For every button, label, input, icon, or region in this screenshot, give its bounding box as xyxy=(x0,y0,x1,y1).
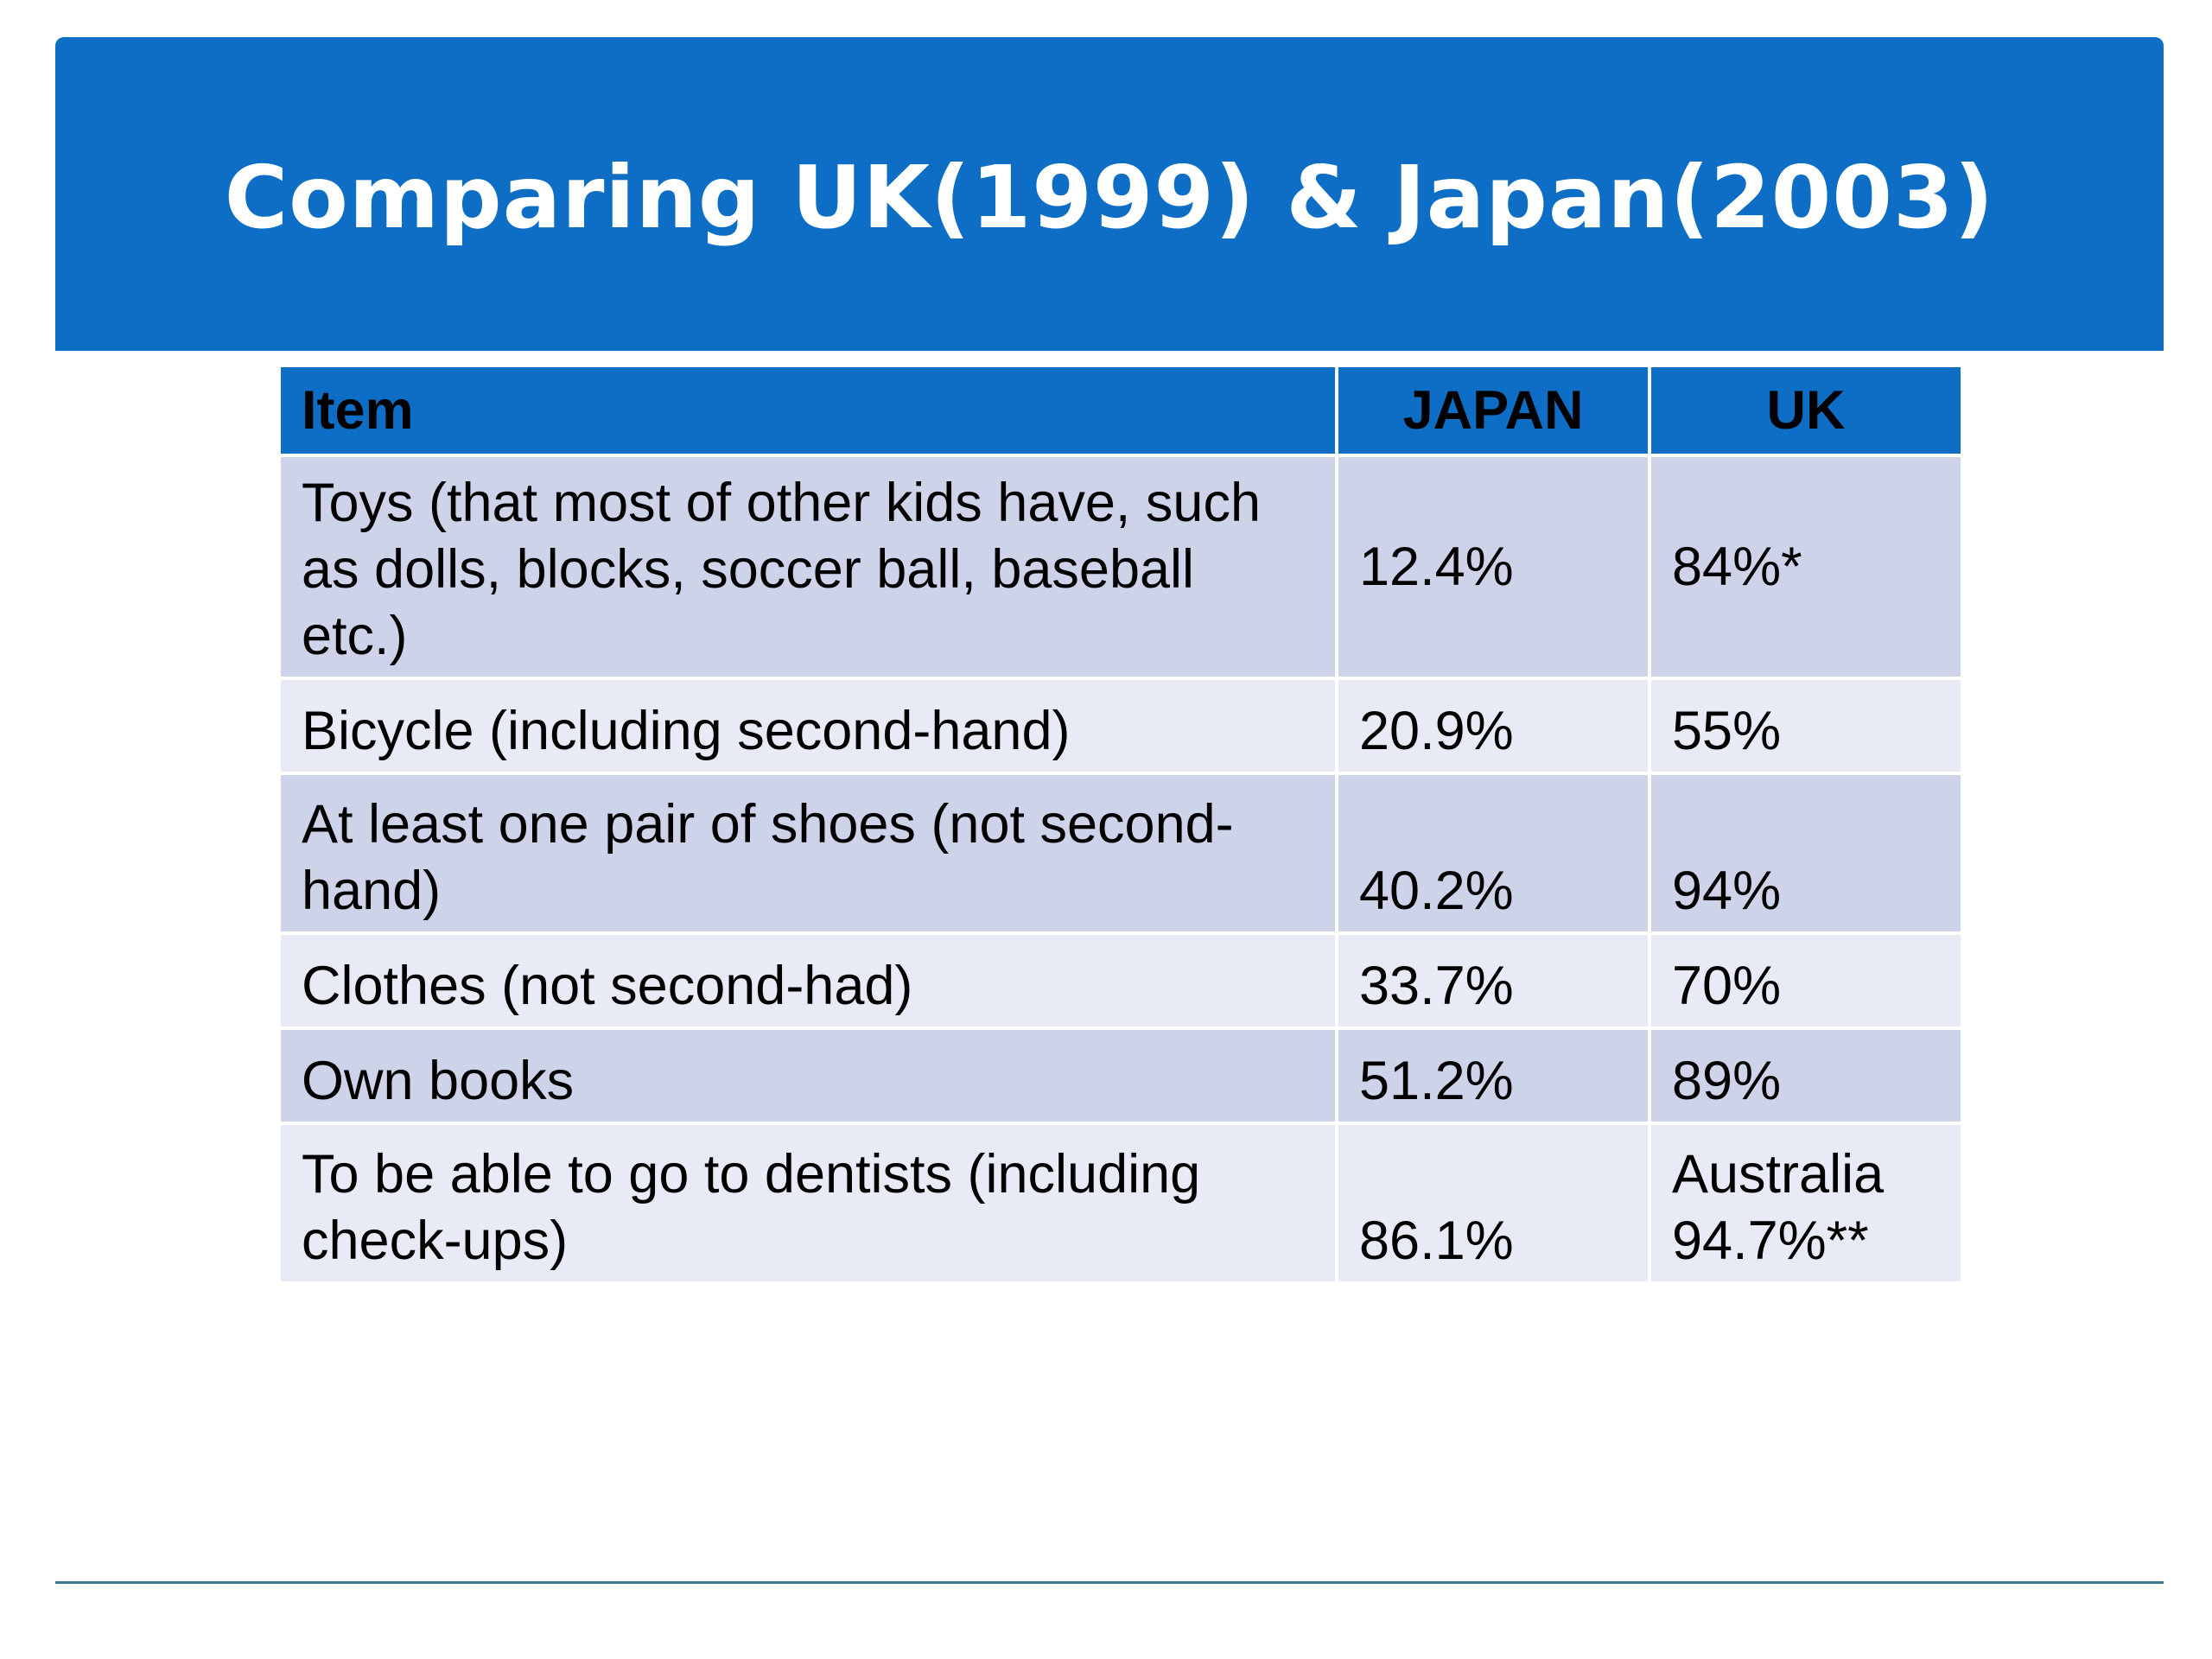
title-banner: Comparing UK(1999) & Japan(2003) xyxy=(55,37,2164,351)
header-uk: UK xyxy=(1651,367,1961,454)
table-row: To be able to go to dentists (including … xyxy=(281,1125,1961,1281)
table-row: Own books 51.2% 89% xyxy=(281,1030,1961,1122)
japan-cell: 40.2% xyxy=(1338,775,1648,931)
item-cell: Clothes (not second-had) xyxy=(281,935,1335,1027)
footer-rule xyxy=(55,1581,2164,1584)
uk-cell: 89% xyxy=(1651,1030,1961,1122)
japan-cell: 20.9% xyxy=(1338,680,1648,772)
item-cell: Own books xyxy=(281,1030,1335,1122)
japan-cell: 33.7% xyxy=(1338,935,1648,1027)
item-cell: Bicycle (including second-hand) xyxy=(281,680,1335,772)
header-japan: JAPAN xyxy=(1338,367,1648,454)
japan-cell: 12.4% xyxy=(1338,457,1648,677)
item-cell: To be able to go to dentists (including … xyxy=(281,1125,1335,1281)
uk-cell: 55% xyxy=(1651,680,1961,772)
table-header-row: Item JAPAN UK xyxy=(281,367,1961,454)
table-row: Bicycle (including second-hand) 20.9% 55… xyxy=(281,680,1961,772)
table-row: Toys (that most of other kids have, such… xyxy=(281,457,1961,677)
uk-cell: 70% xyxy=(1651,935,1961,1027)
table-row: At least one pair of shoes (not second-h… xyxy=(281,775,1961,931)
item-cell: At least one pair of shoes (not second-h… xyxy=(281,775,1335,931)
uk-cell: Australia 94.7%** xyxy=(1651,1125,1961,1281)
comparison-table: Item JAPAN UK Toys (that most of other k… xyxy=(277,364,1964,1285)
japan-cell: 86.1% xyxy=(1338,1125,1648,1281)
japan-cell: 51.2% xyxy=(1338,1030,1648,1122)
slide-title: Comparing UK(1999) & Japan(2003) xyxy=(224,147,1995,248)
header-item: Item xyxy=(281,367,1335,454)
table-row: Clothes (not second-had) 33.7% 70% xyxy=(281,935,1961,1027)
uk-cell: 94% xyxy=(1651,775,1961,931)
item-cell: Toys (that most of other kids have, such… xyxy=(281,457,1335,677)
uk-cell: 84%* xyxy=(1651,457,1961,677)
